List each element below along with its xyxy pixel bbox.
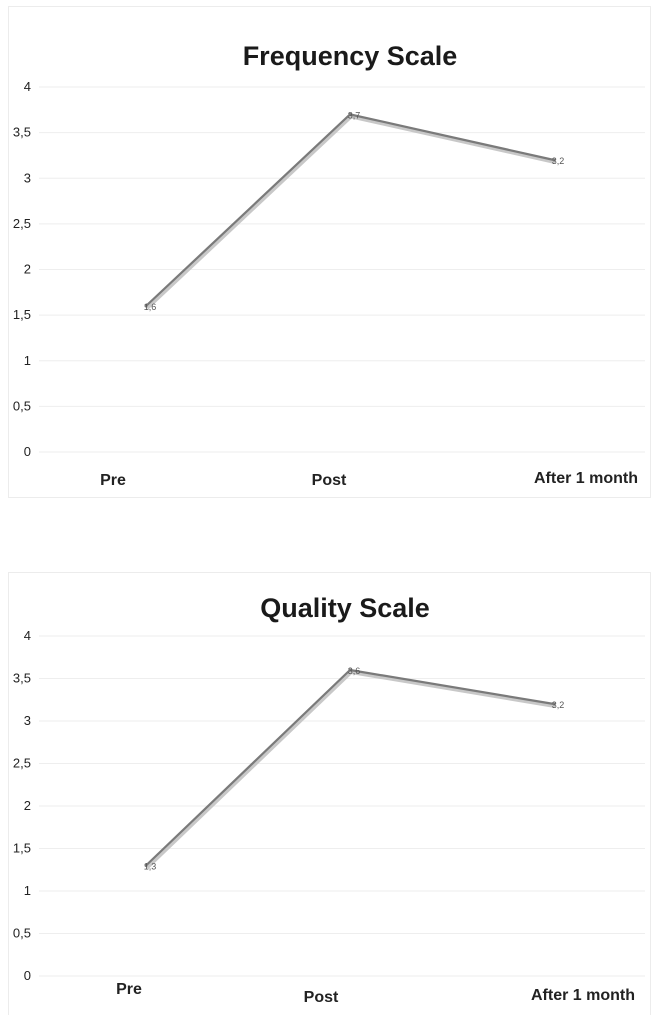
x-tick-label: Post	[312, 472, 347, 489]
data-label: 3,2	[552, 700, 565, 710]
x-tick-label: After 1 month	[534, 470, 638, 487]
x-tick-label: After 1 month	[531, 987, 635, 1004]
y-tick-label: 1,5	[13, 307, 31, 322]
y-tick-label: 4	[24, 79, 31, 94]
x-tick-label: Pre	[100, 472, 126, 489]
y-tick-label: 3,5	[13, 125, 31, 140]
y-tick-label: 3	[24, 170, 31, 185]
data-label: 1,3	[144, 862, 157, 872]
y-tick-label: 3	[24, 713, 31, 728]
y-tick-label: 2,5	[13, 756, 31, 771]
y-tick-label: 4	[24, 628, 31, 643]
x-tick-label: Post	[304, 989, 339, 1006]
data-label: 3,6	[348, 666, 361, 676]
y-tick-label: 2,5	[13, 216, 31, 231]
y-tick-label: 1	[24, 883, 31, 898]
data-label: 3,2	[552, 156, 565, 166]
chart-title: Frequency Scale	[243, 41, 458, 71]
data-label: 1,6	[144, 302, 157, 312]
series-line	[146, 670, 554, 866]
series-line	[146, 114, 554, 306]
y-tick-label: 0	[24, 444, 31, 459]
quality-scale-chart: Quality Scale 0 0,5 1 1,5 2 2,5 3 3,5 4 Pre Post Af…	[8, 572, 651, 1015]
chart-title: Quality Scale	[260, 593, 430, 623]
frequency-scale-chart: Frequency Scale 0 0,5 1 1,5 2 2,5 3 3,5 4 Pre Post…	[8, 6, 651, 498]
series-line-shadow	[147, 116, 555, 308]
quality-scale-plot: Quality Scale 0 0,5 1 1,5 2 2,5 3 3,5 4 Pre Post Af…	[9, 573, 651, 1016]
y-tick-label: 2	[24, 798, 31, 813]
y-tick-label: 1,5	[13, 841, 31, 856]
y-tick-label: 0,5	[13, 398, 31, 413]
frequency-scale-plot: Frequency Scale 0 0,5 1 1,5 2 2,5 3 3,5 4 Pre Post…	[9, 7, 651, 499]
y-tick-label: 0,5	[13, 926, 31, 941]
y-tick-label: 1	[24, 353, 31, 368]
series-line-shadow	[147, 672, 555, 868]
data-label: 3,7	[348, 110, 361, 120]
y-tick-label: 0	[24, 968, 31, 983]
y-tick-label: 3,5	[13, 671, 31, 686]
x-tick-label: Pre	[116, 981, 142, 998]
y-tick-label: 2	[24, 262, 31, 277]
